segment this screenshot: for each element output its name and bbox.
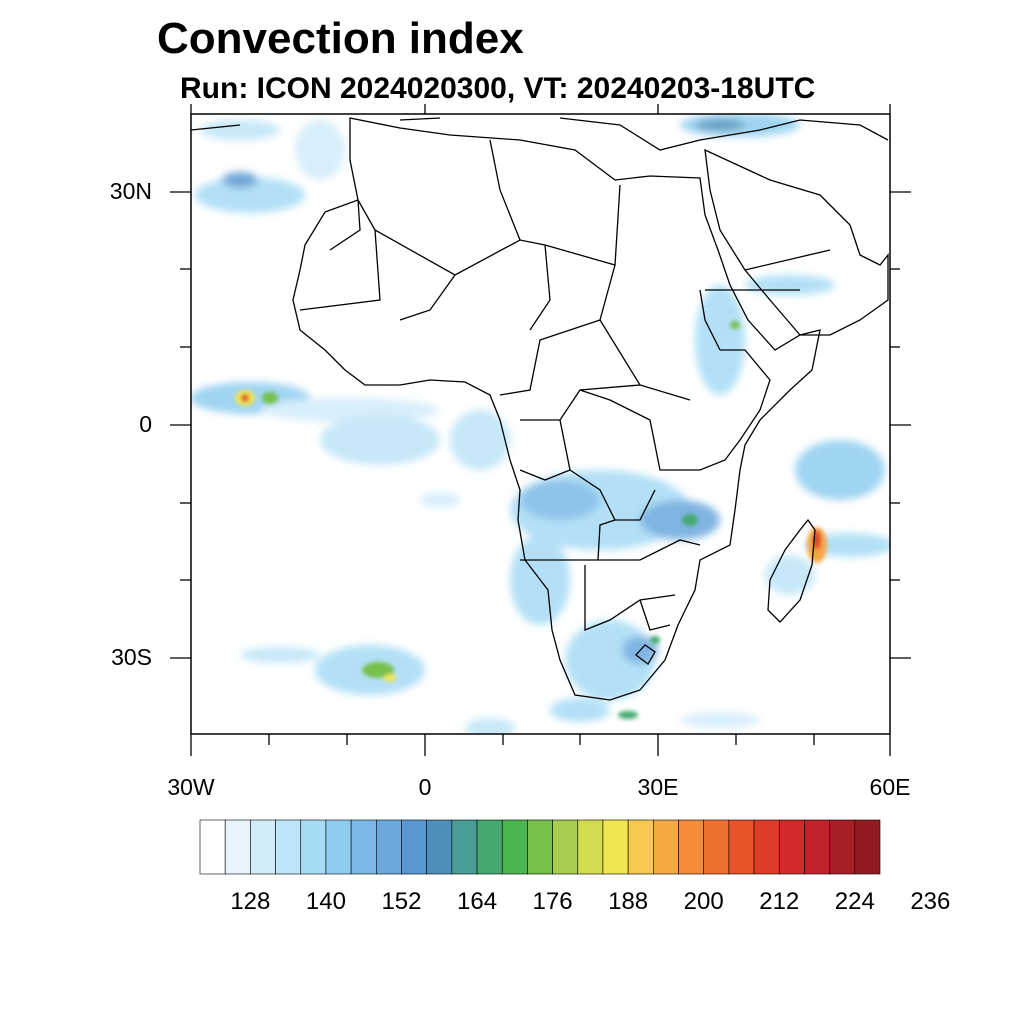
lon-label-0: 0: [418, 774, 432, 800]
colorbar-box: [778, 819, 805, 875]
lat-label-30n: 30N: [109, 178, 152, 204]
colorbar-box: [426, 819, 453, 875]
colorbar-tick-label: 188: [608, 888, 649, 915]
colorbar-box: [854, 819, 881, 875]
axis-ticks: [170, 104, 911, 756]
colorbar-box: [401, 819, 427, 875]
lat-label-30s: 30S: [111, 644, 152, 670]
colorbar-tick-label: 164: [457, 888, 498, 915]
map-title: Convection index: [157, 14, 524, 63]
colorbar-tick-label: 140: [305, 888, 346, 915]
colorbar-box: [678, 819, 705, 875]
colorbar-box: [375, 819, 402, 875]
colorbar-box: [451, 819, 478, 875]
colorbar-box: [224, 819, 251, 875]
colorbar-box: [350, 819, 377, 875]
colorbar-box: [199, 819, 226, 875]
lon-label-30e: 30E: [637, 774, 679, 800]
colorbar-box: [703, 819, 730, 875]
colorbar-tick-label: 212: [759, 888, 800, 915]
colorbar-box: [804, 819, 830, 875]
convection-field: [191, 114, 890, 734]
colorbar-tick-label: 200: [683, 888, 724, 915]
colorbar-tick-label: 152: [381, 888, 422, 915]
colorbar-box: [829, 819, 856, 875]
colorbar-box: [552, 819, 579, 875]
colorbar-box: [300, 819, 327, 875]
colorbar-box: [728, 819, 755, 875]
colorbar-box: [275, 819, 302, 875]
colorbar-tick-label: 128: [230, 888, 271, 915]
colorbar-box: [577, 819, 604, 875]
lat-label-0: 0: [139, 411, 152, 437]
colorbar-box: [250, 819, 276, 875]
colorbar-box: [476, 819, 503, 875]
colorbar-tick-label: 224: [834, 888, 875, 915]
colorbar-tick-label: 236: [910, 888, 951, 915]
colorbar-box: [602, 819, 629, 875]
map-subtitle: Run: ICON 2024020300, VT: 20240203-18UTC: [180, 72, 816, 105]
colorbar-box: [753, 819, 780, 875]
colorbar-box: [325, 819, 352, 875]
lon-label-30w: 30W: [167, 774, 215, 800]
colorbar-box: [653, 819, 679, 875]
colorbar-box: [627, 819, 654, 875]
colorbar-tick-label: 176: [532, 888, 573, 915]
coastlines-and-borders: [191, 117, 889, 701]
colorbar-box: [527, 819, 553, 875]
lon-label-60e: 60E: [869, 774, 911, 800]
colorbar-box: [501, 819, 528, 875]
map-frame: [190, 113, 891, 735]
